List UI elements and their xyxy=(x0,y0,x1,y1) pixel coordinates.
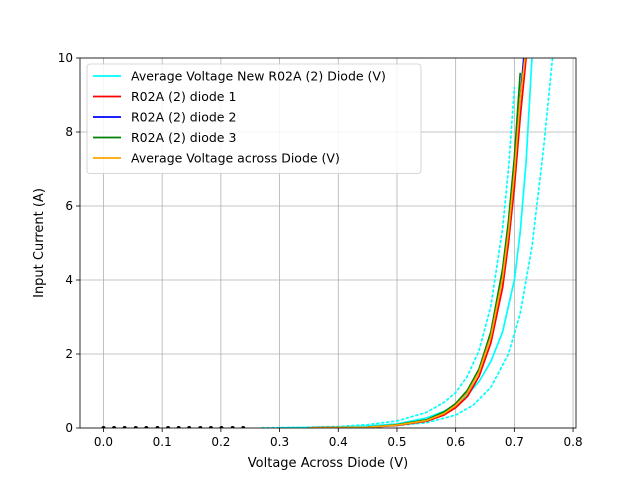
x-tick-label: 0.6 xyxy=(446,435,465,449)
series-7-marker xyxy=(176,426,181,428)
series-7-marker xyxy=(101,426,106,428)
series-7-marker xyxy=(166,426,171,428)
y-tick-label: 0 xyxy=(65,421,73,435)
y-tick-label: 2 xyxy=(65,347,73,361)
series-7-marker xyxy=(219,426,224,428)
series-7-marker xyxy=(155,426,160,428)
x-tick-label: 0.7 xyxy=(505,435,524,449)
series-7-marker xyxy=(122,426,127,428)
legend-box xyxy=(86,63,422,174)
y-axis-label: Input Current (A) xyxy=(32,188,47,298)
x-axis-label: Voltage Across Diode (V) xyxy=(248,456,408,471)
x-tick-label: 0.8 xyxy=(564,435,583,449)
x-tick-label: 0.1 xyxy=(153,435,172,449)
x-tick-label: 0.5 xyxy=(387,435,406,449)
legend-label: R02A (2) diode 1 xyxy=(131,89,236,104)
series-1-line xyxy=(261,86,516,428)
x-tick-label: 0.4 xyxy=(329,435,348,449)
x-axis-ticks: 0.0 0.1 0.2 0.3 0.4 0.5 0.6 0.7 0.8 xyxy=(94,428,583,449)
y-tick-label: 8 xyxy=(65,125,73,139)
series-7-marker xyxy=(198,426,203,428)
series-7-marker xyxy=(144,426,149,428)
series-7-marker xyxy=(208,426,213,428)
legend-label: Average Voltage across Diode (V) xyxy=(131,151,340,166)
series-7-marker xyxy=(112,426,117,428)
legend-label: Average Voltage New R02A (2) Diode (V) xyxy=(131,69,386,84)
y-tick-label: 6 xyxy=(65,199,73,213)
x-tick-label: 0.3 xyxy=(270,435,289,449)
series-7-marker xyxy=(133,426,138,428)
legend-label: R02A (2) diode 3 xyxy=(131,130,236,145)
series-7-marker xyxy=(241,426,246,428)
legend: Average Voltage New R02A (2) Diode (V) R0… xyxy=(86,63,422,174)
y-axis-ticks: 0 2 4 6 8 10 xyxy=(58,51,80,435)
legend-label: R02A (2) diode 2 xyxy=(131,110,236,125)
y-tick-label: 10 xyxy=(58,51,73,65)
series-6-line xyxy=(308,58,526,428)
x-tick-label: 0.2 xyxy=(211,435,230,449)
plot-frame xyxy=(79,57,577,429)
y-tick-label: 4 xyxy=(65,273,73,287)
series-layer xyxy=(101,58,554,428)
x-tick-label: 0.0 xyxy=(94,435,113,449)
series-7-marker xyxy=(230,426,235,428)
series-7-marker xyxy=(187,426,192,428)
